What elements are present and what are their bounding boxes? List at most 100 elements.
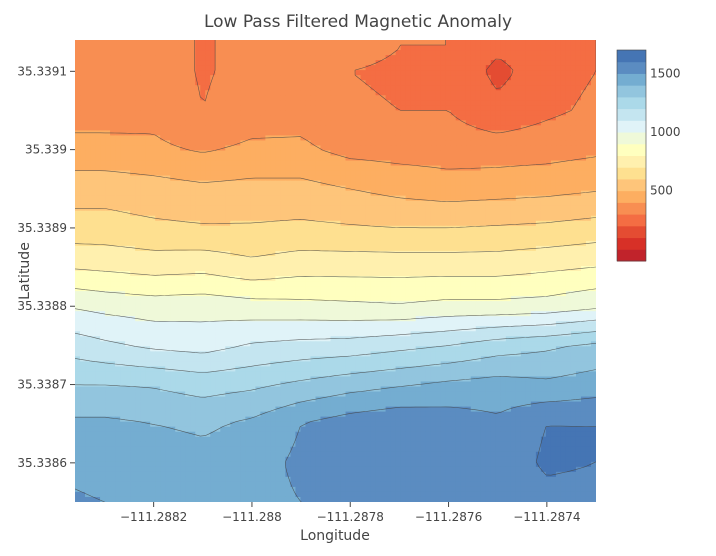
contour-cell	[85, 175, 91, 182]
contour-cell	[470, 265, 477, 272]
contour-cell	[525, 195, 532, 202]
contour-cell	[365, 120, 372, 126]
contour-cell	[505, 240, 512, 247]
contour-cell	[355, 255, 362, 262]
contour-cell	[300, 215, 307, 222]
contour-cell	[505, 65, 512, 71]
contour-cell	[300, 65, 307, 71]
contour-cell	[320, 60, 327, 66]
contour-cell	[530, 100, 537, 106]
contour-cell	[205, 40, 211, 46]
contour-cell	[375, 271, 382, 277]
contour-cell	[565, 110, 572, 116]
contour-cell	[495, 60, 502, 66]
contour-cell	[485, 90, 492, 96]
contour-cell	[410, 95, 417, 101]
contour-cell	[260, 265, 266, 272]
contour-cell	[410, 271, 417, 277]
contour-cell	[570, 120, 577, 126]
contour-cell	[380, 195, 387, 202]
contour-cell	[155, 180, 161, 187]
contour-cell	[385, 190, 392, 197]
contour-cell	[585, 265, 592, 272]
contour-cell	[335, 90, 342, 96]
contour-cell	[260, 240, 266, 247]
contour-cell	[195, 245, 201, 252]
contour-cell	[245, 180, 251, 187]
contour-cell	[560, 175, 567, 182]
contour-cell	[315, 125, 322, 131]
contour-cell	[480, 250, 487, 257]
contour-cell	[540, 271, 547, 277]
contour-cell	[370, 235, 377, 242]
contour-cell	[275, 276, 281, 282]
contour-cell	[105, 150, 111, 157]
contour-cell	[285, 255, 292, 262]
contour-cell	[350, 100, 357, 106]
contour-cell	[270, 95, 276, 101]
contour-cell	[155, 130, 161, 137]
contour-cell	[220, 175, 226, 182]
contour-cell	[320, 271, 327, 277]
contour-cell	[430, 220, 437, 227]
contour-cell	[175, 160, 181, 167]
contour-cell	[160, 145, 166, 152]
contour-cell	[370, 250, 377, 257]
contour-cell	[410, 260, 417, 267]
contour-cell	[110, 40, 116, 46]
contour-cell	[145, 110, 151, 116]
contour-cell	[290, 160, 297, 167]
contour-cell	[540, 210, 547, 217]
contour-cell	[320, 75, 327, 81]
contour-cell	[115, 85, 121, 91]
contour-cell	[325, 230, 332, 237]
contour-cell	[275, 220, 281, 227]
contour-cell	[375, 40, 382, 46]
contour-cell	[470, 230, 477, 237]
contour-plot-area[interactable]	[75, 40, 597, 503]
contour-cell	[240, 205, 246, 212]
contour-cell	[210, 105, 216, 111]
contour-cell	[105, 220, 111, 227]
contour-cell	[125, 260, 131, 267]
contour-cell	[450, 125, 457, 131]
contour-cell	[145, 45, 151, 51]
contour-cell	[255, 250, 261, 257]
contour-cell	[180, 90, 186, 96]
contour-cell	[215, 175, 221, 182]
contour-cell	[130, 135, 136, 142]
contour-cell	[390, 150, 397, 157]
contour-cell	[250, 240, 256, 247]
contour-cell	[470, 240, 477, 247]
contour-cell	[355, 135, 362, 142]
contour-cell	[390, 105, 397, 111]
contour-cell	[410, 180, 417, 187]
contour-cell	[435, 80, 442, 86]
contour-cell	[240, 200, 246, 207]
contour-cell	[355, 235, 362, 242]
contour-cell	[325, 130, 332, 137]
contour-cell	[345, 45, 352, 51]
contour-cell	[415, 105, 422, 111]
contour-cell	[270, 260, 276, 267]
contour-cell	[415, 235, 422, 242]
contour-cell	[230, 45, 236, 51]
contour-cell	[520, 150, 527, 157]
contour-cell	[535, 45, 542, 51]
contour-cell	[420, 225, 427, 232]
contour-cell	[295, 50, 302, 56]
contour-cell	[365, 100, 372, 106]
contour-cell	[415, 80, 422, 86]
contour-cell	[360, 75, 367, 81]
contour-cell	[245, 225, 251, 232]
contour-cell	[485, 65, 492, 71]
contour-cell	[415, 160, 422, 167]
contour-cell	[445, 100, 452, 106]
contour-cell	[575, 250, 582, 257]
contour-cell	[340, 145, 347, 152]
contour-cell	[120, 271, 126, 277]
contour-cell	[290, 165, 297, 172]
contour-cell	[220, 90, 226, 96]
contour-cell	[500, 210, 507, 217]
contour-cell	[205, 250, 211, 257]
